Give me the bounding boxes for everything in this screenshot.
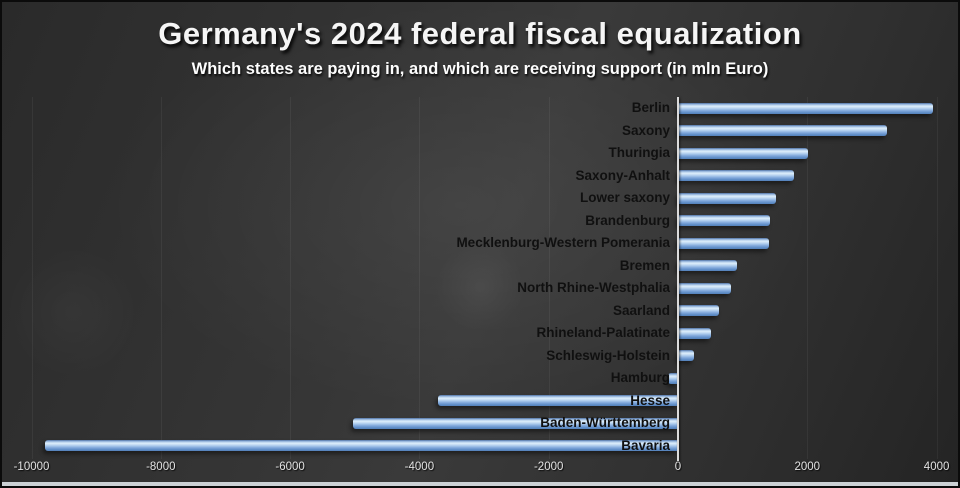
x-tick-label: -2000 (533, 461, 564, 473)
bar-row: Berlin (2, 97, 958, 120)
bar-row: Mecklenburg-Western Pomerania (2, 232, 958, 255)
bar-row: Hamburg (2, 367, 958, 390)
bar-mecklenburg-western-pomerania (678, 237, 769, 249)
gridline (807, 97, 809, 459)
state-label: Hesse (630, 392, 670, 408)
bar-row: Hesse (2, 390, 958, 413)
state-label: Berlin (631, 100, 670, 116)
gridline (160, 97, 162, 459)
x-tick-label: 0 (674, 461, 682, 473)
bar-row: Saxony (2, 120, 958, 143)
plot-area: Berlin Saxony Thuringia Saxony-Anhalt Lower … (2, 97, 958, 461)
bar-lower-saxony (678, 192, 777, 204)
x-tick-label: -4000 (404, 461, 435, 473)
bar-row: Bremen (2, 255, 958, 278)
state-label: Lower saxony (579, 190, 670, 206)
bar-saarland (678, 305, 719, 316)
x-tick-label: 4000 (923, 461, 950, 473)
state-label: Schleswig-Holstein (546, 347, 670, 363)
x-tick-label: -6000 (275, 461, 305, 473)
state-label: Baden-Württemberg (540, 415, 670, 431)
zero-axis-line (677, 97, 679, 461)
chart-subtitle: Which states are paying in, and which ar… (191, 60, 769, 78)
x-tick-label: -10000 (13, 461, 50, 473)
bar-row: Schleswig-Holstein (2, 345, 958, 368)
bar-row: Saarland (2, 300, 958, 323)
x-tick-label: -8000 (146, 461, 176, 473)
bar-row: Saxony-Anhalt (2, 165, 958, 188)
bar-saxony-anhalt (678, 170, 794, 181)
bar-row: Bavaria (2, 435, 958, 458)
slide-bottom-edge (2, 482, 958, 486)
state-label: Saarland (612, 302, 670, 318)
state-label: Mecklenburg-Western Pomerania (456, 235, 670, 251)
bar-berlin (678, 102, 933, 114)
bar-row: Lower saxony (2, 187, 958, 210)
bar-row: Thuringia (2, 142, 958, 165)
bar-row: Rhineland-Palatinate (2, 322, 958, 345)
gridline (31, 97, 33, 459)
bar-north-rhine-westphalia (678, 282, 731, 294)
state-label: Hamburg (610, 370, 670, 386)
bar-schleswig-holstein (678, 350, 695, 361)
bar-rhineland-palatinate (678, 327, 711, 339)
bar-thuringia (678, 147, 808, 159)
bar-hesse (437, 395, 678, 406)
bar-row: North Rhine-Westphalia (2, 277, 958, 300)
gridline (548, 97, 550, 459)
gridline (290, 97, 292, 459)
x-axis-tick-labels: -10000 -8000 -6000 -4000 -2000 0 2000 4000 (2, 461, 958, 477)
gridline (419, 97, 421, 459)
state-label: Brandenburg (585, 212, 670, 228)
state-label: Rhineland-Palatinate (536, 325, 670, 341)
bar-baden-w-rttemberg (352, 417, 678, 429)
x-tick-label: 2000 (794, 461, 821, 473)
bar-row: Brandenburg (2, 210, 958, 233)
gridline (936, 97, 938, 459)
bar-bavaria (45, 440, 678, 451)
state-label: Bremen (619, 257, 670, 273)
state-label: Thuringia (608, 145, 671, 161)
bar-row: Baden-Württemberg (2, 412, 958, 435)
state-label: Saxony (621, 122, 670, 138)
chart-title: Germany's 2024 federal fiscal equalizati… (158, 16, 802, 51)
bar-saxony (678, 125, 888, 136)
state-label: Bavaria (621, 437, 670, 453)
state-label: North Rhine-Westphalia (517, 280, 670, 296)
bar-bremen (678, 260, 738, 271)
state-label: Saxony-Anhalt (575, 167, 670, 183)
bar-brandenburg (678, 215, 771, 226)
bar-hamburg (668, 372, 678, 384)
